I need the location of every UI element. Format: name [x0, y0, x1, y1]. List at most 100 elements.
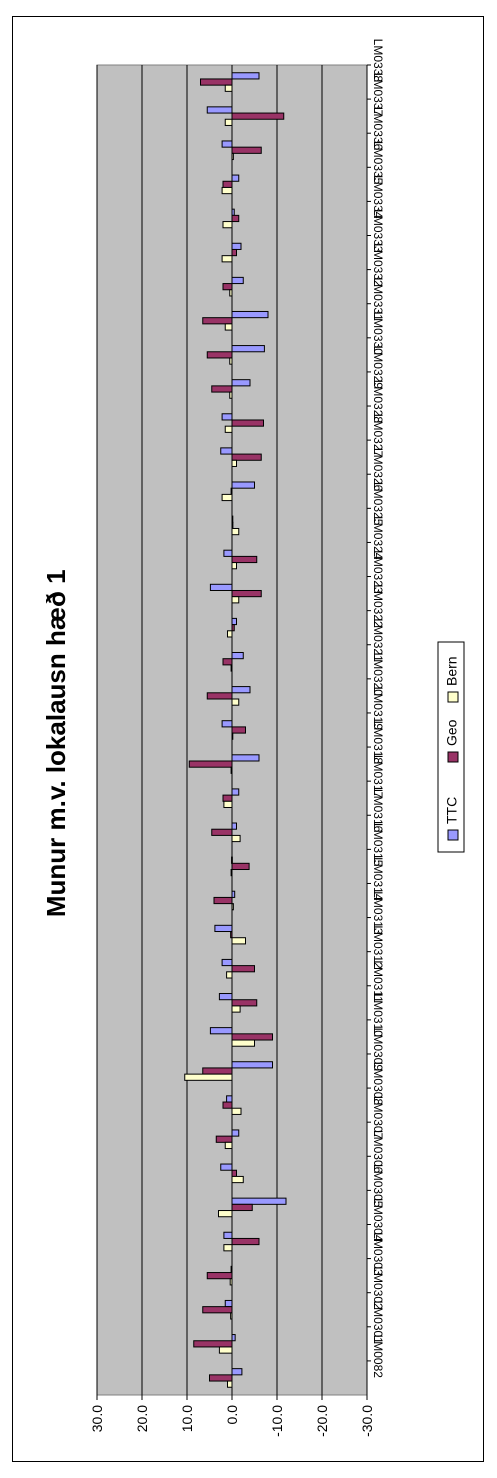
bar-geo [211, 828, 233, 836]
bar-bern [218, 1346, 233, 1354]
bar-bern [224, 425, 233, 433]
bar-ttc [220, 1163, 233, 1171]
bar-chart: 30.0 20.0 10.0 0.0 -10.0 -20.0 -30.0LM0082LM03… [41, 39, 465, 1437]
bar-geo [222, 794, 233, 802]
bar-ttc [231, 651, 244, 660]
bar-ttc [220, 447, 233, 455]
category-label: LM0304 [371, 1198, 385, 1242]
bar-geo [206, 351, 233, 359]
bar-ttc [214, 924, 233, 933]
bar-geo [231, 862, 250, 871]
category-label: LM0334 [371, 175, 385, 219]
category-label: LM0301 [371, 1300, 385, 1344]
bar-bern [221, 186, 233, 195]
bar-geo [222, 658, 233, 666]
value-tick-label: 10.0 [179, 1405, 195, 1432]
bar-geo [231, 248, 237, 257]
category-label: LM0307 [371, 1096, 385, 1140]
category-label: LM0302 [371, 1266, 385, 1310]
bar-bern [222, 221, 233, 229]
category-label: LM0322 [371, 584, 385, 628]
bar-ttc [231, 788, 240, 796]
category-label: LM0321 [371, 618, 385, 662]
bar-bern [227, 1380, 233, 1388]
bar-ttc [223, 549, 233, 557]
bar-geo [231, 419, 264, 427]
bar-ttc [231, 345, 265, 353]
category-label: LM0332 [371, 243, 385, 287]
category-label: LM0318 [371, 721, 385, 765]
bar-ttc [209, 583, 233, 591]
bar-bern [231, 562, 237, 570]
bar-geo [211, 385, 233, 393]
bar-bern [224, 1141, 233, 1150]
value-tick-label: 20.0 [134, 1405, 150, 1432]
bar-ttc [221, 413, 233, 421]
category-label: LM0323 [371, 550, 385, 594]
bar-ttc [231, 174, 240, 182]
bar-geo [231, 965, 255, 973]
bar-geo [231, 1203, 253, 1212]
bar-ttc [209, 1027, 233, 1035]
legend-box [437, 641, 465, 853]
category-label: LM0333 [371, 209, 385, 253]
category-label: LM0312 [371, 925, 385, 969]
bar-geo [209, 1374, 233, 1382]
bar-geo [202, 317, 233, 325]
bar-ttc [221, 140, 233, 148]
bar-ttc [231, 379, 251, 387]
bar-bern [231, 459, 237, 467]
category-label: LM0330 [371, 311, 385, 355]
bar-geo [222, 283, 233, 291]
category-label: LM0338 [371, 39, 385, 83]
bar-ttc [231, 72, 260, 80]
bar-geo [231, 1169, 237, 1177]
category-label: LM0308 [371, 1062, 385, 1106]
category-label: LM0326 [371, 448, 385, 492]
bar-ttc [231, 242, 242, 250]
bar-ttc [231, 481, 255, 489]
bar-bern [231, 1175, 244, 1184]
bar-ttc [231, 1368, 243, 1376]
chart-title: Munur m.v. lokalausn hæð 1 [41, 569, 71, 917]
bar-geo [231, 999, 258, 1007]
bar-geo [231, 1033, 273, 1041]
category-label: LM0328 [371, 380, 385, 424]
bar-bern [227, 630, 233, 638]
bar-geo [231, 112, 285, 120]
legend-swatch-ttc [447, 829, 459, 841]
bar-bern [218, 1210, 233, 1218]
bar-bern [226, 971, 233, 979]
bar-bern [223, 1244, 233, 1252]
category-label: LM0337 [371, 73, 385, 117]
bar-ttc [224, 1299, 233, 1308]
category-label: LM0313 [371, 891, 385, 935]
category-label: LM0082 [371, 1335, 385, 1379]
category-label: LM0316 [371, 789, 385, 833]
bar-geo [222, 180, 233, 188]
bar-geo [188, 760, 233, 768]
category-label: LM0327 [371, 414, 385, 458]
bar-bern [231, 698, 240, 706]
bar-geo [222, 1101, 233, 1109]
legend-label-geo: Geo [444, 719, 460, 746]
category-label: LM0311 [371, 960, 385, 1003]
bar-bern [221, 255, 233, 263]
bar-ttc [231, 276, 244, 285]
bar-bern [221, 493, 233, 502]
category-label: LM0335 [371, 141, 385, 185]
legend-swatch-geo [447, 751, 459, 763]
bar-bern [184, 1073, 233, 1081]
bar-geo [231, 1237, 260, 1246]
bar-geo [231, 589, 262, 598]
bar-bern [224, 84, 233, 92]
bar-geo [206, 1272, 233, 1280]
bar-geo [231, 555, 258, 564]
bar-ttc [221, 720, 233, 728]
bar-geo [231, 214, 240, 223]
bar-bern [231, 1107, 242, 1115]
category-label: LM0305 [371, 1164, 385, 1208]
category-label: LM0315 [371, 823, 385, 867]
bar-ttc [221, 958, 233, 967]
bar-bern [231, 596, 240, 604]
